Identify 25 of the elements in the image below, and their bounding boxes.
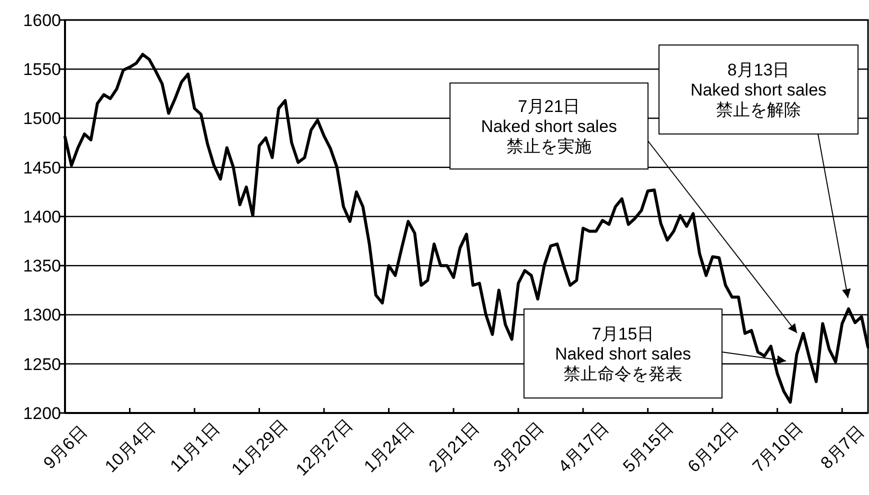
x-tick-label: 11月29日 <box>228 416 292 479</box>
y-tick-label: 1500 <box>23 109 61 128</box>
x-tick-label: 5月15日 <box>619 418 677 476</box>
y-tick-label: 1300 <box>23 306 61 325</box>
y-tick-label: 1550 <box>23 60 61 80</box>
y-tick-label: 1350 <box>23 256 61 276</box>
y-tick-label: 1250 <box>23 354 61 374</box>
y-tick-label: 1400 <box>23 207 61 226</box>
y-tick-label: 1200 <box>23 404 61 423</box>
annotation: 8月13日 Naked short sales 禁止を解除 <box>690 60 827 120</box>
x-tick-label: 9月6日 <box>40 422 91 473</box>
x-tick-label: 4月17日 <box>554 418 612 476</box>
x-tick-label: 8月7日 <box>816 422 868 473</box>
x-tick-label: 11月1日 <box>166 418 224 476</box>
y-tick-label: 1450 <box>23 158 61 178</box>
x-tick-label: 10月4日 <box>101 418 159 476</box>
annotation: 7月15日 Naked short sales 禁止命令を発表 <box>554 324 692 384</box>
x-tick-label: 6月12日 <box>684 418 742 476</box>
x-tick-label: 1月24日 <box>360 418 418 476</box>
annotation: 7月21日 Naked short sales 禁止を実施 <box>480 96 618 156</box>
y-tick-label: 1600 <box>23 10 61 30</box>
x-tick-label: 3月20日 <box>490 418 548 476</box>
x-tick-label: 12月27日 <box>292 415 356 480</box>
x-tick-label: 7月10日 <box>748 418 806 476</box>
x-tick-label: 2月21日 <box>425 418 483 476</box>
